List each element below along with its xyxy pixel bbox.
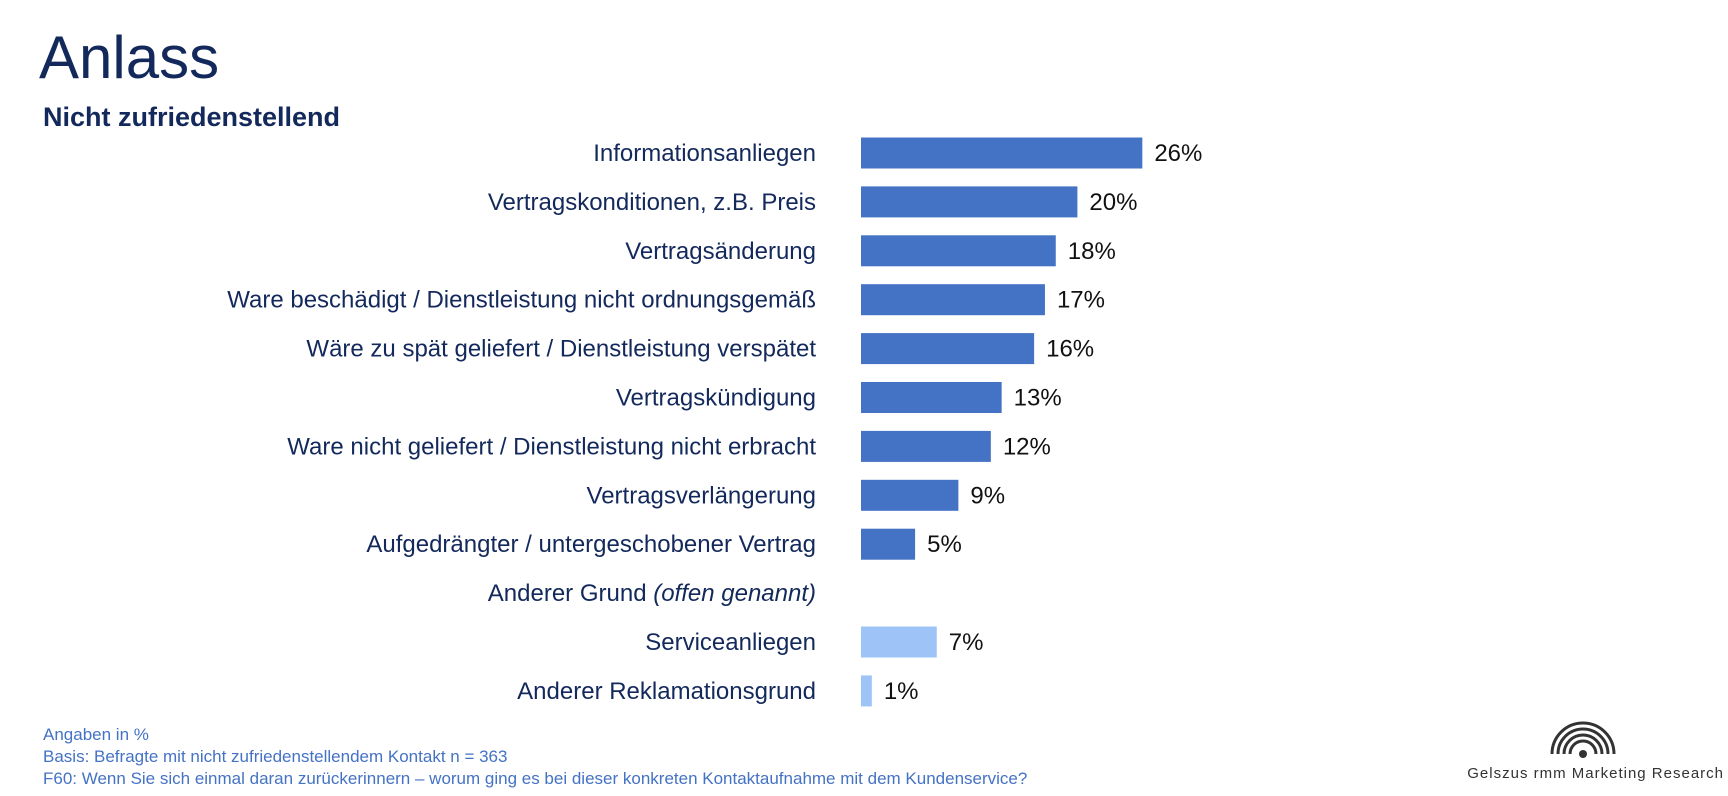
- data-label: 17%: [1057, 287, 1105, 314]
- category-label: Vertragskonditionen, z.B. Preis: [488, 189, 816, 216]
- data-label: 12%: [1003, 433, 1051, 460]
- chart-subtitle: Nicht zufriedenstellend: [43, 102, 341, 132]
- data-label: 13%: [1014, 385, 1062, 412]
- bar: [861, 235, 1056, 267]
- data-label: 18%: [1068, 238, 1116, 265]
- company-logo: Gelszus rmm Marketing Research: [1467, 718, 1724, 782]
- data-label: 7%: [949, 629, 984, 656]
- category-label: Anderer Reklamationsgrund: [517, 678, 816, 705]
- category-label: Informationsanliegen: [593, 140, 816, 167]
- category-label: Wäre zu spät geliefert / Dienstleistung …: [306, 336, 816, 363]
- footnote-units: Angaben in %: [43, 725, 149, 744]
- bar: [861, 284, 1045, 316]
- category-label: Aufgedrängter / untergeschobener Vertrag: [366, 531, 816, 558]
- footnote-question: F60: Wenn Sie sich einmal daran zurücker…: [43, 769, 1028, 788]
- data-label: 26%: [1154, 140, 1202, 167]
- bar: [861, 430, 991, 462]
- page-title: Anlass: [39, 24, 220, 91]
- footnotes: Angaben in % Basis: Befragte mit nicht z…: [43, 724, 1027, 790]
- category-label: Anderer Grund (offen genannt): [488, 580, 816, 607]
- category-label: Serviceanliegen: [645, 629, 816, 656]
- bar: [861, 479, 959, 511]
- bar: [861, 137, 1143, 169]
- category-label: Vertragskündigung: [616, 385, 816, 412]
- data-label: 9%: [970, 482, 1005, 509]
- data-label: 1%: [884, 678, 919, 705]
- bar: [861, 675, 872, 707]
- concentric-arcs-logo-icon: [1550, 721, 1616, 758]
- bar: [861, 186, 1078, 218]
- category-label: Ware nicht geliefert / Dienstleistung ni…: [287, 433, 816, 460]
- footnote-basis: Basis: Befragte mit nicht zufriedenstell…: [43, 747, 508, 766]
- data-label: 20%: [1089, 189, 1137, 216]
- bar-chart: Informationsanliegen 26% Vertragskondition…: [227, 137, 1202, 707]
- bar: [861, 333, 1035, 365]
- data-label: 5%: [927, 531, 962, 558]
- bar: [861, 528, 916, 560]
- bar: [861, 382, 1002, 413]
- category-label: Vertragsänderung: [625, 238, 816, 265]
- category-label: Vertragsverlängerung: [587, 482, 816, 509]
- bar: [861, 626, 937, 658]
- data-label: 16%: [1046, 336, 1094, 363]
- logo-text: Gelszus rmm Marketing Research: [1467, 765, 1724, 782]
- category-label: Ware beschädigt / Dienstleistung nicht o…: [227, 287, 816, 314]
